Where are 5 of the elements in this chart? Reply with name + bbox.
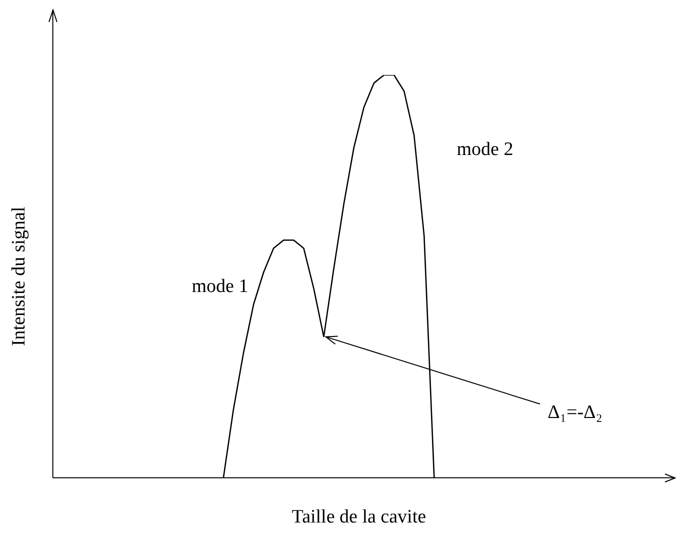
annotation: Δ₁=-Δ₂ <box>548 402 602 423</box>
x-axis-title: Taille de la cavite <box>292 506 426 528</box>
annotation: mode 1 <box>192 276 248 297</box>
y-axis-title: Intensite du signal <box>8 206 30 346</box>
annotation: mode 2 <box>456 138 514 160</box>
